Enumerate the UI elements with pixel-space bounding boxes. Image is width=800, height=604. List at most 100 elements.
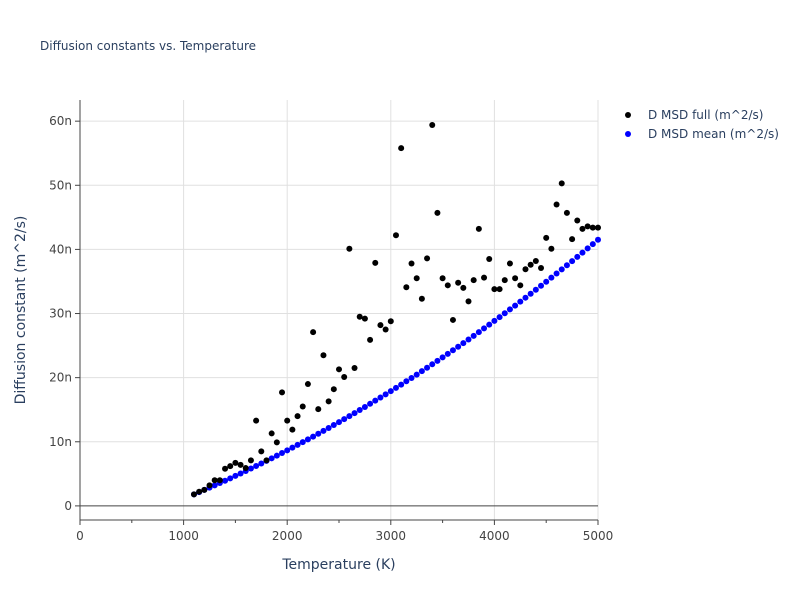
- point-d-msd-mean: [273, 452, 280, 459]
- point-d-msd-mean: [439, 354, 446, 361]
- point-d-msd-mean: [569, 258, 576, 265]
- point-d-msd-mean: [377, 394, 384, 401]
- point-d-msd-mean: [429, 361, 436, 368]
- point-d-msd-full: [475, 225, 482, 232]
- point-d-msd-mean: [304, 436, 311, 443]
- point-d-msd-mean: [258, 460, 265, 467]
- point-d-msd-mean: [522, 294, 529, 301]
- point-d-msd-full: [558, 180, 565, 187]
- point-d-msd-full: [258, 448, 265, 455]
- point-d-msd-mean: [579, 249, 586, 256]
- point-d-msd-mean: [548, 274, 555, 281]
- point-d-msd-mean: [341, 416, 348, 423]
- point-d-msd-mean: [227, 475, 234, 482]
- point-d-msd-full: [325, 398, 332, 405]
- point-d-msd-full: [481, 274, 488, 281]
- y-tick-label: 0: [64, 499, 72, 513]
- legend-item-mean[interactable]: D MSD mean (m^2/s): [625, 127, 779, 141]
- point-d-msd-mean: [506, 306, 513, 313]
- point-d-msd-full: [418, 295, 425, 302]
- y-tick-label: 10n: [49, 435, 72, 449]
- point-d-msd-full: [201, 486, 208, 493]
- chart-title: Diffusion constants vs. Temperature: [40, 39, 256, 53]
- point-d-msd-mean: [222, 477, 229, 484]
- point-d-msd-full: [506, 260, 513, 267]
- point-d-msd-mean: [398, 381, 405, 388]
- point-d-msd-mean: [460, 340, 467, 347]
- point-d-msd-mean: [538, 282, 545, 289]
- point-d-msd-mean: [268, 455, 275, 462]
- point-d-msd-mean: [486, 321, 493, 328]
- point-d-msd-full: [584, 223, 591, 230]
- point-d-msd-full: [346, 245, 353, 252]
- point-d-msd-full: [315, 406, 322, 413]
- point-d-msd-full: [532, 257, 539, 264]
- x-tick-label: 3000: [376, 529, 407, 543]
- point-d-msd-full: [595, 224, 601, 231]
- point-d-msd-full: [574, 217, 581, 224]
- point-d-msd-mean: [558, 266, 565, 273]
- point-d-msd-full: [543, 234, 550, 241]
- point-d-msd-mean: [253, 463, 260, 470]
- point-d-msd-mean: [289, 444, 296, 451]
- point-d-msd-full: [330, 386, 337, 393]
- point-d-msd-mean: [211, 482, 218, 489]
- point-d-msd-full: [501, 277, 508, 284]
- point-d-msd-mean: [320, 427, 327, 434]
- point-d-msd-mean: [584, 245, 591, 252]
- point-d-msd-full: [429, 122, 436, 129]
- point-d-msd-full: [455, 279, 462, 286]
- point-d-msd-mean: [356, 407, 363, 414]
- x-tick-label: 4000: [479, 529, 510, 543]
- point-d-msd-full: [579, 225, 586, 232]
- point-d-msd-mean: [315, 430, 322, 437]
- point-d-msd-mean: [517, 298, 524, 305]
- point-d-msd-mean: [247, 465, 254, 472]
- point-d-msd-mean: [455, 343, 462, 350]
- point-d-msd-full: [424, 255, 431, 262]
- point-d-msd-full: [237, 461, 244, 468]
- data-points: [190, 122, 601, 498]
- y-tick-label: 50n: [49, 178, 72, 192]
- y-tick-label: 30n: [49, 307, 72, 321]
- point-d-msd-full: [465, 298, 472, 305]
- point-d-msd-full: [460, 284, 467, 291]
- point-d-msd-mean: [512, 302, 519, 309]
- point-d-msd-mean: [408, 374, 415, 381]
- point-d-msd-full: [279, 389, 286, 396]
- point-d-msd-full: [512, 275, 519, 282]
- point-d-msd-full: [268, 430, 275, 437]
- x-tick-label: 2000: [272, 529, 303, 543]
- point-d-msd-mean: [465, 336, 472, 343]
- point-d-msd-full: [211, 477, 218, 484]
- point-d-msd-mean: [413, 371, 420, 378]
- point-d-msd-full: [351, 365, 358, 372]
- legend[interactable]: D MSD full (m^2/s) D MSD mean (m^2/s): [625, 108, 779, 141]
- point-d-msd-mean: [444, 350, 451, 357]
- point-d-msd-mean: [470, 332, 477, 339]
- point-d-msd-full: [548, 245, 555, 252]
- point-d-msd-full: [434, 209, 441, 216]
- point-d-msd-full: [563, 209, 570, 216]
- point-d-msd-mean: [392, 384, 399, 391]
- point-d-msd-full: [449, 316, 456, 323]
- x-tick-label: 0: [76, 529, 84, 543]
- point-d-msd-mean: [527, 290, 534, 297]
- tick-labels: 0 1000 2000 3000 4000 5000 0 10n 20n 30n 40n 50n 60n: [49, 114, 613, 543]
- point-d-msd-mean: [424, 364, 431, 371]
- point-d-msd-full: [289, 426, 296, 433]
- point-d-msd-full: [304, 381, 311, 388]
- legend-item-full[interactable]: D MSD full (m^2/s): [625, 108, 763, 122]
- point-d-msd-mean: [574, 253, 581, 260]
- point-d-msd-mean: [553, 270, 560, 277]
- y-axis-title: Diffusion constant (m^2/s): [13, 216, 29, 405]
- point-d-msd-full: [273, 439, 280, 446]
- point-d-msd-mean: [387, 388, 394, 395]
- point-d-msd-mean: [418, 368, 425, 375]
- point-d-msd-full: [242, 465, 249, 472]
- point-d-msd-full: [496, 286, 503, 293]
- point-d-msd-full: [382, 326, 389, 333]
- point-d-msd-full: [190, 491, 197, 498]
- point-d-msd-mean: [589, 241, 596, 248]
